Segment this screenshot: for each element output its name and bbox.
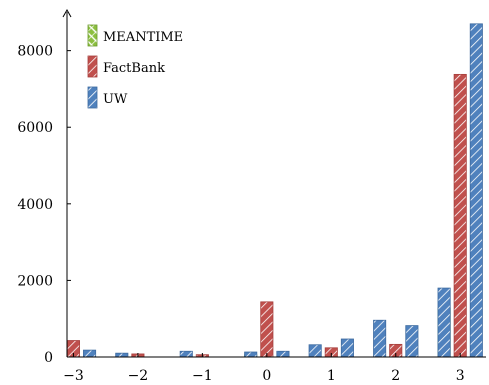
legend-label-uw: UW bbox=[103, 92, 128, 107]
axes bbox=[62, 8, 486, 358]
y-ticks: 0 2000 4000 6000 8000 bbox=[17, 44, 71, 366]
x-tick-label: 0 bbox=[262, 368, 271, 384]
bar-uw bbox=[405, 325, 419, 358]
y-tick-label: 0 bbox=[44, 350, 53, 366]
bar-uw bbox=[83, 349, 97, 358]
y-axis-arrow bbox=[62, 8, 72, 18]
legend: MEANTIME FactBank UW bbox=[87, 24, 183, 109]
y-tick-label: 4000 bbox=[17, 197, 53, 213]
bar-uw bbox=[469, 23, 483, 358]
x-tick-label: −1 bbox=[192, 368, 213, 384]
x-tick-label: −3 bbox=[63, 368, 84, 384]
y-tick-label: 2000 bbox=[17, 273, 53, 289]
x-ticks: −3 −2 −1 0 1 2 3 bbox=[63, 353, 465, 384]
bar-uw bbox=[437, 287, 451, 358]
y-tick-label: 8000 bbox=[17, 44, 53, 60]
bar-factbank bbox=[453, 73, 467, 358]
bar-uw bbox=[308, 344, 322, 358]
x-tick-label: 3 bbox=[456, 368, 465, 384]
x-tick-label: 2 bbox=[391, 368, 400, 384]
x-tick-label: −2 bbox=[128, 368, 149, 384]
bar-uw bbox=[115, 352, 129, 358]
bar-uw bbox=[179, 350, 193, 358]
bar-uw bbox=[276, 350, 290, 358]
legend-swatch-meantime bbox=[87, 24, 98, 47]
legend-label-meantime: MEANTIME bbox=[103, 30, 183, 45]
legend-label-factbank: FactBank bbox=[103, 61, 165, 76]
x-tick-label: 1 bbox=[327, 368, 336, 384]
bar-uw bbox=[373, 319, 387, 358]
bar-uw bbox=[244, 351, 258, 358]
legend-swatch-uw bbox=[87, 86, 98, 109]
y-tick-label: 6000 bbox=[17, 120, 53, 136]
bars-layer bbox=[66, 23, 483, 358]
bar-uw bbox=[340, 338, 354, 358]
legend-swatch-factbank bbox=[87, 55, 98, 78]
bar-factbank bbox=[260, 301, 274, 358]
